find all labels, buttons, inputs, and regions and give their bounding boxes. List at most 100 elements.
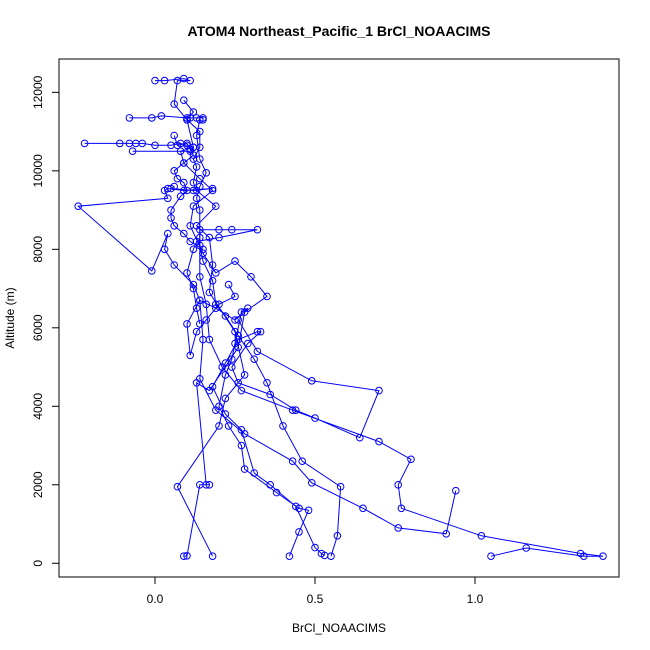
data-point: [234, 331, 242, 340]
data-point: [199, 335, 207, 344]
x-tick-label: 0.5: [307, 592, 324, 606]
data-point: [192, 327, 201, 336]
data-point: [487, 552, 495, 561]
data-point: [180, 96, 188, 104]
data-point: [192, 163, 201, 171]
chart-title: ATOM4 Northeast_Pacific_1 BrCl_NOAACIMS: [188, 23, 491, 39]
data-point: [189, 151, 198, 159]
data-point: [148, 267, 156, 275]
data-point: [244, 304, 252, 313]
data-point: [208, 261, 217, 269]
data-point: [205, 288, 214, 297]
data-point: [189, 280, 198, 289]
data-point: [189, 202, 198, 210]
data-point: [308, 377, 316, 385]
data-point: [180, 178, 188, 187]
data-point: [189, 108, 198, 116]
data-point: [183, 552, 191, 560]
series-line: [129, 115, 204, 120]
data-point: [170, 182, 178, 191]
data-point: [138, 139, 146, 148]
data-point: [250, 355, 258, 364]
data-point: [237, 308, 246, 316]
data-point: [263, 292, 271, 301]
data-point: [183, 186, 191, 195]
data-point: [74, 202, 82, 210]
data-point: [266, 390, 275, 399]
data-point: [160, 245, 169, 254]
data-point: [215, 300, 223, 309]
data-point: [189, 245, 198, 254]
data-point: [196, 155, 204, 163]
y-tick-label: 10000: [31, 154, 45, 188]
data-point: [250, 469, 258, 477]
data-point: [228, 355, 236, 364]
data-point: [157, 112, 166, 120]
series-line: [186, 284, 310, 557]
series-2: [151, 74, 249, 561]
data-point: [266, 481, 275, 489]
data-point: [221, 410, 230, 418]
data-point: [205, 481, 214, 489]
data-point: [288, 457, 297, 466]
data-point: [196, 233, 204, 242]
data-point: [192, 194, 201, 203]
data-point: [224, 422, 233, 430]
data-point: [228, 363, 236, 371]
series-line: [170, 135, 204, 250]
data-point: [253, 225, 262, 234]
y-tick-label: 12000: [31, 75, 45, 109]
data-point: [452, 486, 460, 495]
data-point: [148, 114, 156, 122]
data-point: [192, 131, 201, 140]
data-point: [196, 206, 204, 214]
data-point: [125, 114, 134, 122]
data-point: [208, 186, 217, 195]
series-5: [208, 316, 383, 560]
data-point: [196, 375, 204, 383]
data-point: [180, 159, 188, 167]
data-point: [304, 506, 313, 515]
data-point: [183, 139, 191, 148]
data-point: [183, 320, 191, 328]
y-axis: 0 2000 4000 6000 8000 10000 12000: [31, 75, 60, 567]
data-point: [234, 316, 242, 324]
data-point: [237, 441, 246, 450]
series-line: [186, 229, 342, 557]
data-point: [180, 552, 188, 561]
data-point: [208, 382, 217, 391]
data-point: [237, 386, 246, 395]
data-point: [253, 347, 262, 356]
data-point: [173, 141, 182, 150]
x-tick-label: 0.0: [147, 592, 164, 606]
data-point: [170, 131, 178, 140]
data-point: [599, 552, 607, 561]
x-axis: 0.0 0.5 1.0: [147, 576, 484, 606]
data-point: [522, 544, 531, 552]
data-point: [224, 280, 233, 289]
data-point: [128, 147, 137, 155]
data-point: [228, 225, 236, 234]
data-point: [170, 222, 178, 230]
data-point: [285, 552, 294, 561]
data-point: [164, 194, 172, 203]
data-point: [186, 237, 194, 246]
data-point: [375, 437, 383, 446]
data-point: [218, 363, 226, 371]
series-6: [192, 116, 607, 561]
data-point: [151, 76, 159, 85]
data-point: [442, 530, 451, 538]
data-point: [199, 114, 207, 122]
data-point: [180, 229, 188, 238]
data-point: [298, 457, 307, 466]
series-10: [167, 131, 207, 254]
data-point: [336, 482, 345, 491]
data-point: [244, 339, 252, 348]
data-point: [202, 300, 210, 309]
data-point: [199, 245, 207, 254]
data-point: [212, 269, 220, 277]
data-point: [359, 504, 367, 513]
x-tick-label: 1.0: [467, 592, 484, 606]
data-point: [173, 174, 182, 183]
